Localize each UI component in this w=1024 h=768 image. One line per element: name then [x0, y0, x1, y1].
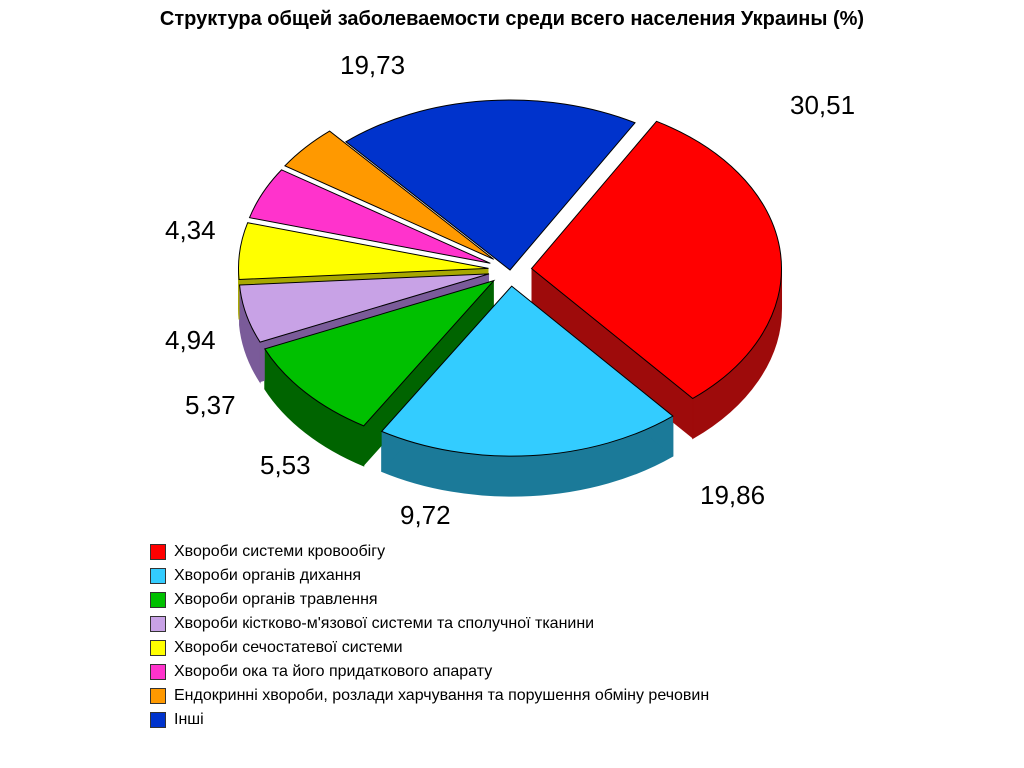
- legend-swatch: [150, 592, 166, 608]
- legend-swatch: [150, 688, 166, 704]
- legend-swatch: [150, 712, 166, 728]
- legend-item: Інші: [150, 708, 709, 732]
- legend-swatch: [150, 616, 166, 632]
- data-label: 30,51: [790, 90, 855, 121]
- data-label: 5,53: [260, 450, 311, 481]
- legend-item: Хвороби органів травлення: [150, 588, 709, 612]
- legend-label: Хвороби органів травлення: [174, 588, 378, 612]
- legend-label: Хвороби сечостатевої системи: [174, 636, 403, 660]
- legend-swatch: [150, 664, 166, 680]
- legend-label: Хвороби системи кровообігу: [174, 540, 385, 564]
- data-label: 4,94: [165, 325, 216, 356]
- legend-swatch: [150, 640, 166, 656]
- data-label: 19,73: [340, 50, 405, 81]
- legend-label: Хвороби ока та його придаткового апарату: [174, 660, 492, 684]
- data-label: 4,34: [165, 215, 216, 246]
- legend-item: Хвороби органів дихання: [150, 564, 709, 588]
- legend-item: Хвороби кістково-м'язової системи та спо…: [150, 612, 709, 636]
- legend-swatch: [150, 544, 166, 560]
- legend-item: Ендокринні хвороби, розлади харчування т…: [150, 684, 709, 708]
- legend-label: Хвороби кістково-м'язової системи та спо…: [174, 612, 594, 636]
- legend-item: Хвороби сечостатевої системи: [150, 636, 709, 660]
- legend-item: Хвороби ока та його придаткового апарату: [150, 660, 709, 684]
- legend-label: Інші: [174, 708, 204, 732]
- legend-swatch: [150, 568, 166, 584]
- chart-title: Структура общей заболеваемости среди все…: [0, 8, 1024, 31]
- legend-label: Ендокринні хвороби, розлади харчування т…: [174, 684, 709, 708]
- data-label: 19,86: [700, 480, 765, 511]
- legend-item: Хвороби системи кровообігу: [150, 540, 709, 564]
- legend: Хвороби системи кровообігуХвороби органі…: [150, 540, 709, 732]
- legend-label: Хвороби органів дихання: [174, 564, 361, 588]
- data-label: 5,37: [185, 390, 236, 421]
- data-label: 9,72: [400, 500, 451, 531]
- pie-chart: 30,51 19,86 9,72 5,53 5,37 4,94 4,34 19,73: [90, 30, 930, 550]
